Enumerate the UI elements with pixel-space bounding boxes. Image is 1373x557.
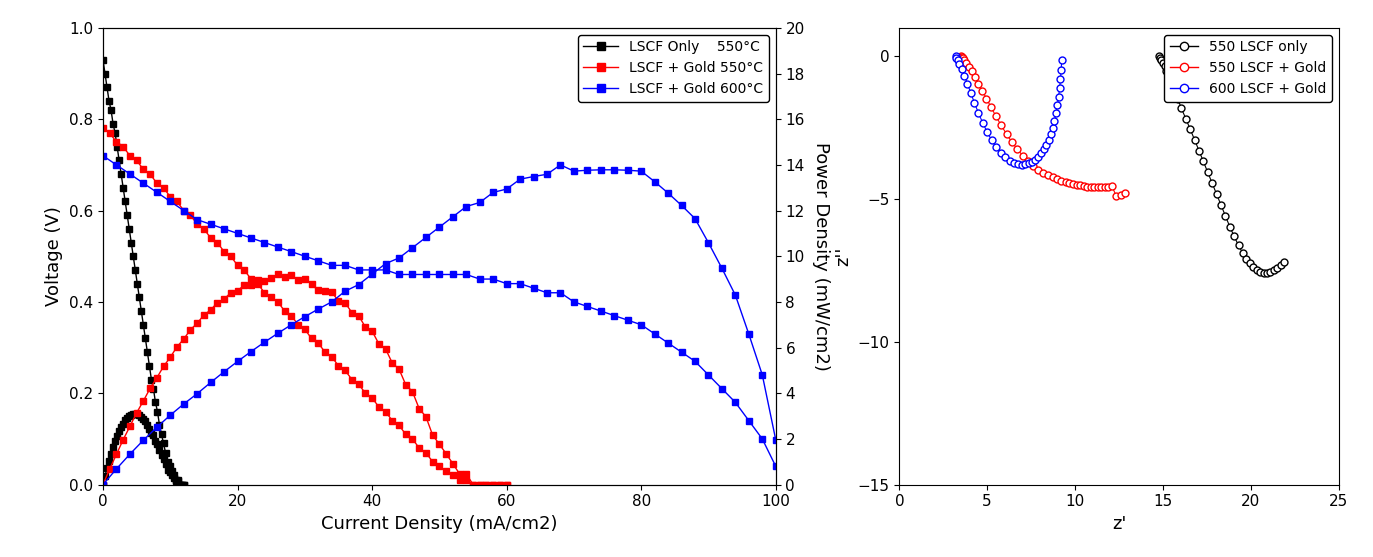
Y-axis label: Voltage (V): Voltage (V) — [45, 206, 63, 306]
Y-axis label: Power Density (mW/cm2): Power Density (mW/cm2) — [811, 142, 829, 370]
Legend: LSCF Only    550°C, LSCF + Gold 550°C, LSCF + Gold 600°C: LSCF Only 550°C, LSCF + Gold 550°C, LSCF… — [578, 35, 769, 102]
X-axis label: z': z' — [1112, 515, 1126, 533]
X-axis label: Current Density (mA/cm2): Current Density (mA/cm2) — [321, 515, 557, 533]
Legend: 550 LSCF only, 550 LSCF + Gold, 600 LSCF + Gold: 550 LSCF only, 550 LSCF + Gold, 600 LSCF… — [1164, 35, 1332, 102]
Y-axis label: z'': z'' — [833, 247, 853, 266]
